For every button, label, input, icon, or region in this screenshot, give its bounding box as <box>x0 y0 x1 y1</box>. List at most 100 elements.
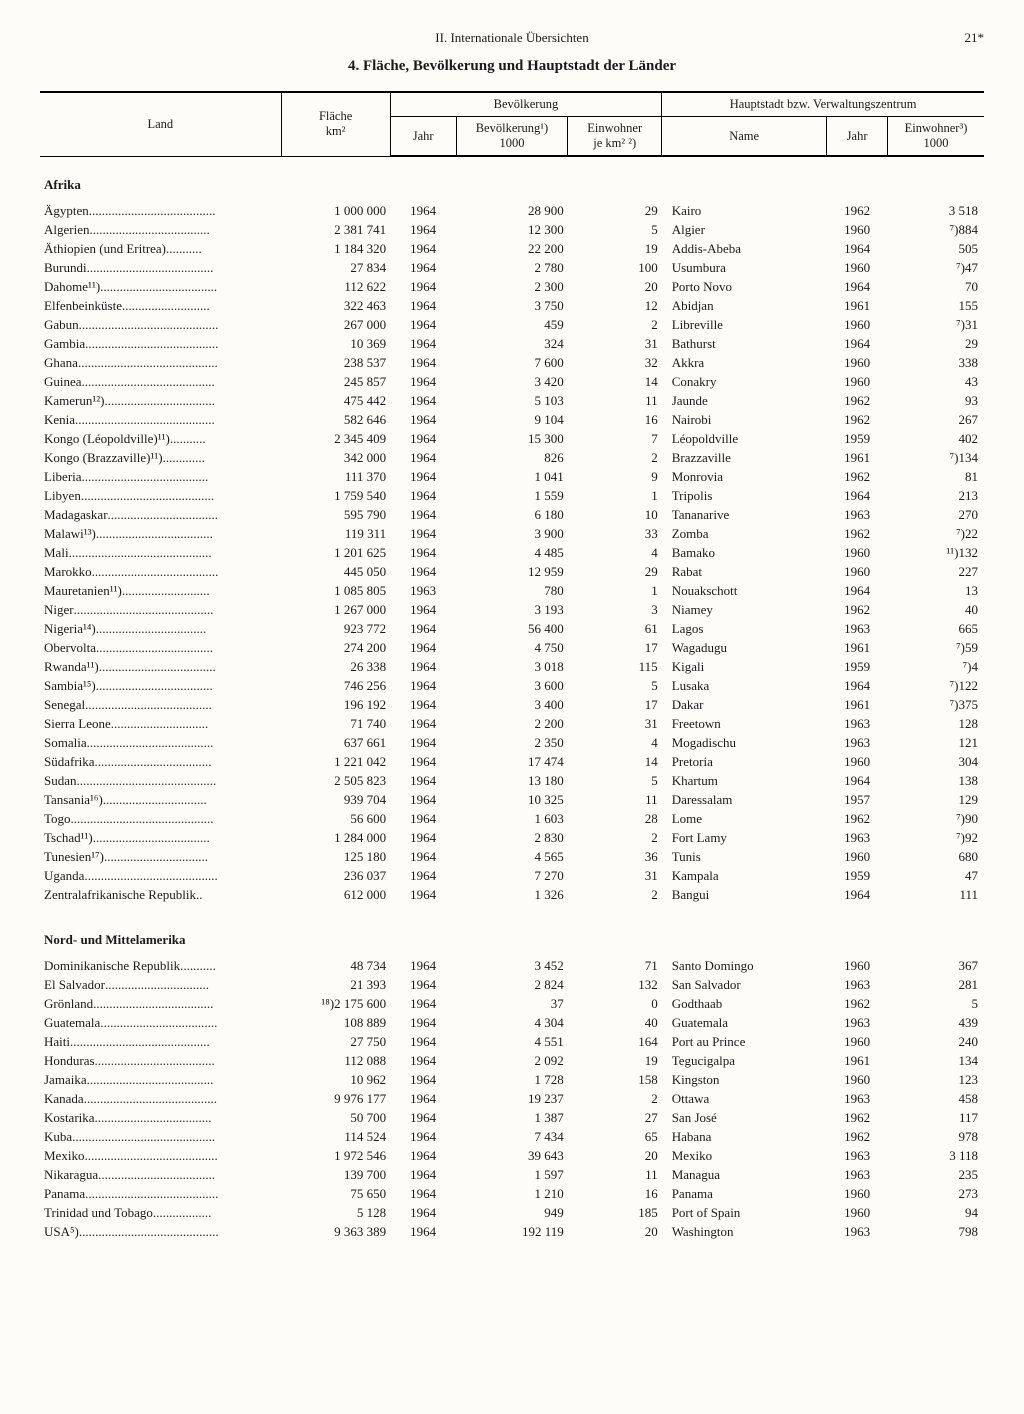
cell-area: 1 221 042 <box>281 752 390 771</box>
cell-area: 238 537 <box>281 353 390 372</box>
cell-cap-inhab: 155 <box>888 296 984 315</box>
cell-capital: Habana <box>662 1127 827 1146</box>
cell-pop-total: 5 103 <box>456 391 568 410</box>
cell-cap-inhab: 680 <box>888 847 984 866</box>
cell-pop-density: 17 <box>568 638 662 657</box>
cell-pop-density: 19 <box>568 239 662 258</box>
table-row: Kongo (Brazzaville)¹¹) .............342 … <box>40 448 984 467</box>
cell-cap-year: 1964 <box>827 334 888 353</box>
section-heading: Nord- und Mittelamerika <box>40 904 984 956</box>
cell-pop-year: 1964 <box>390 391 456 410</box>
cell-pop-density: 16 <box>568 410 662 429</box>
cell-pop-year: 1964 <box>390 1013 456 1032</box>
table-row: Jamaika ................................… <box>40 1070 984 1089</box>
cell-cap-inhab: 70 <box>888 277 984 296</box>
cell-pop-year: 1964 <box>390 975 456 994</box>
cell-pop-total: 39 643 <box>456 1146 568 1165</box>
cell-capital: Lusaka <box>662 676 827 695</box>
cell-cap-year: 1963 <box>827 619 888 638</box>
cell-pop-density: 164 <box>568 1032 662 1051</box>
page-header: II. Internationale Übersichten 21* <box>40 30 984 46</box>
cell-capital: Monrovia <box>662 467 827 486</box>
cell-country: Honduras ...............................… <box>40 1051 281 1070</box>
cell-cap-inhab: 129 <box>888 790 984 809</box>
cell-capital: Niamey <box>662 600 827 619</box>
cell-pop-total: 1 603 <box>456 809 568 828</box>
cell-pop-year: 1964 <box>390 809 456 828</box>
cell-country: Guinea .................................… <box>40 372 281 391</box>
cell-cap-inhab: ⁷)884 <box>888 220 984 239</box>
cell-pop-year: 1964 <box>390 543 456 562</box>
cell-cap-inhab: ⁷)375 <box>888 695 984 714</box>
cell-cap-year: 1962 <box>827 524 888 543</box>
cell-cap-year: 1962 <box>827 201 888 220</box>
table-row: Haiti ..................................… <box>40 1032 984 1051</box>
cell-pop-year: 1964 <box>390 828 456 847</box>
cell-pop-density: 5 <box>568 771 662 790</box>
cell-capital: Kampala <box>662 866 827 885</box>
cell-pop-year: 1964 <box>390 847 456 866</box>
cell-cap-year: 1962 <box>827 467 888 486</box>
cell-area: 27 834 <box>281 258 390 277</box>
cell-pop-year: 1964 <box>390 657 456 676</box>
cell-pop-density: 32 <box>568 353 662 372</box>
cell-country: Gabun ..................................… <box>40 315 281 334</box>
col-pop-year: Jahr <box>390 117 456 157</box>
cell-pop-year: 1964 <box>390 1146 456 1165</box>
cell-pop-density: 9 <box>568 467 662 486</box>
cell-capital: Akkra <box>662 353 827 372</box>
cell-pop-total: 13 180 <box>456 771 568 790</box>
cell-cap-year: 1964 <box>827 771 888 790</box>
cell-cap-year: 1963 <box>827 1146 888 1165</box>
cell-pop-year: 1964 <box>390 505 456 524</box>
cell-pop-total: 780 <box>456 581 568 600</box>
table-row: Mauretanien¹¹) .........................… <box>40 581 984 600</box>
cell-cap-inhab: 240 <box>888 1032 984 1051</box>
table-row: Tschad¹¹) ..............................… <box>40 828 984 847</box>
table-row: Kongo (Léopoldville)¹¹) ...........2 345… <box>40 429 984 448</box>
cell-area: 112 622 <box>281 277 390 296</box>
cell-cap-year: 1962 <box>827 391 888 410</box>
cell-pop-year: 1964 <box>390 315 456 334</box>
col-pop-total: Bevölkerung¹) 1000 <box>456 117 568 157</box>
cell-cap-year: 1960 <box>827 543 888 562</box>
cell-cap-year: 1960 <box>827 956 888 975</box>
cell-cap-inhab: 13 <box>888 581 984 600</box>
cell-pop-year: 1964 <box>390 372 456 391</box>
cell-area: 125 180 <box>281 847 390 866</box>
cell-cap-year: 1957 <box>827 790 888 809</box>
cell-cap-inhab: 439 <box>888 1013 984 1032</box>
cell-area: 119 311 <box>281 524 390 543</box>
cell-cap-inhab: 798 <box>888 1222 984 1241</box>
cell-cap-year: 1964 <box>827 581 888 600</box>
cell-capital: Algier <box>662 220 827 239</box>
cell-country: Rwanda¹¹) ..............................… <box>40 657 281 676</box>
cell-area: 1 284 000 <box>281 828 390 847</box>
cell-pop-total: 17 474 <box>456 752 568 771</box>
cell-cap-year: 1963 <box>827 1222 888 1241</box>
cell-cap-year: 1960 <box>827 315 888 334</box>
cell-country: Tansania¹⁶) ............................… <box>40 790 281 809</box>
cell-cap-inhab: 40 <box>888 600 984 619</box>
table-row: Sambia¹⁵) ..............................… <box>40 676 984 695</box>
cell-cap-inhab: ⁷)22 <box>888 524 984 543</box>
cell-pop-total: 7 270 <box>456 866 568 885</box>
cell-pop-year: 1964 <box>390 600 456 619</box>
cell-pop-density: 5 <box>568 676 662 695</box>
cell-cap-inhab: 123 <box>888 1070 984 1089</box>
cell-area: 1 972 546 <box>281 1146 390 1165</box>
table-row: Algerien ...............................… <box>40 220 984 239</box>
col-land: Land <box>40 92 281 156</box>
cell-pop-year: 1964 <box>390 1051 456 1070</box>
table-row: Honduras ...............................… <box>40 1051 984 1070</box>
table-row: Mali ...................................… <box>40 543 984 562</box>
cell-area: ¹⁸)2 175 600 <box>281 994 390 1013</box>
cell-capital: Khartum <box>662 771 827 790</box>
cell-cap-year: 1961 <box>827 448 888 467</box>
cell-pop-year: 1964 <box>390 448 456 467</box>
cell-pop-year: 1964 <box>390 1222 456 1241</box>
table-row: Zentralafrikanische Republik ..612 00019… <box>40 885 984 904</box>
cell-pop-total: 2 824 <box>456 975 568 994</box>
cell-capital: Guatemala <box>662 1013 827 1032</box>
cell-cap-year: 1963 <box>827 828 888 847</box>
